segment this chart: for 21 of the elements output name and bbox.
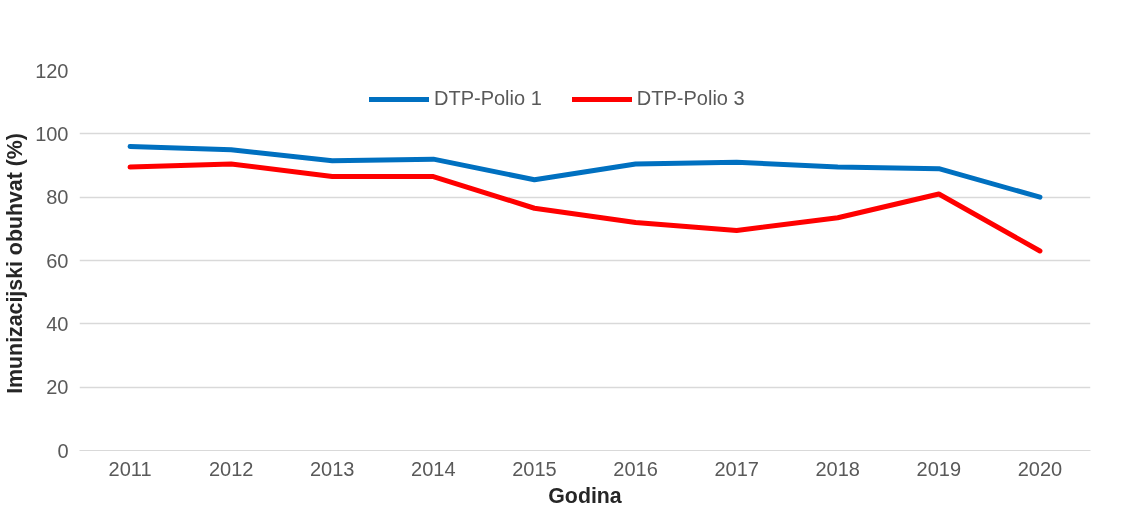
y-tick-label: 60 — [46, 249, 69, 272]
legend-label: DTP-Polio 3 — [636, 87, 745, 110]
y-axis-title: Imunizacijski obuhvat (%) — [3, 133, 28, 394]
x-tick-label: 2011 — [108, 457, 152, 480]
x-tick-label: 2015 — [512, 457, 557, 480]
y-tick-label: 80 — [46, 186, 69, 209]
x-tick-label: 2014 — [411, 457, 456, 480]
x-tick-label: 2019 — [916, 457, 962, 480]
y-tick-label: 0 — [57, 439, 69, 462]
x-axis-title: Godina — [548, 483, 622, 508]
y-tick-label: 100 — [35, 122, 69, 145]
x-tick-label: 2020 — [1017, 457, 1063, 480]
x-tick-label: 2013 — [310, 457, 355, 480]
legend-label: DTP-Polio 1 — [434, 87, 542, 110]
x-tick-label: 2018 — [815, 457, 860, 480]
x-tick-label: 2012 — [208, 457, 254, 480]
y-tick-label: 120 — [35, 59, 69, 82]
x-tick-label: 2016 — [613, 457, 658, 480]
x-tick-label: 2017 — [714, 457, 759, 480]
y-tick-label: 40 — [46, 312, 69, 335]
y-tick-label: 20 — [46, 376, 69, 399]
